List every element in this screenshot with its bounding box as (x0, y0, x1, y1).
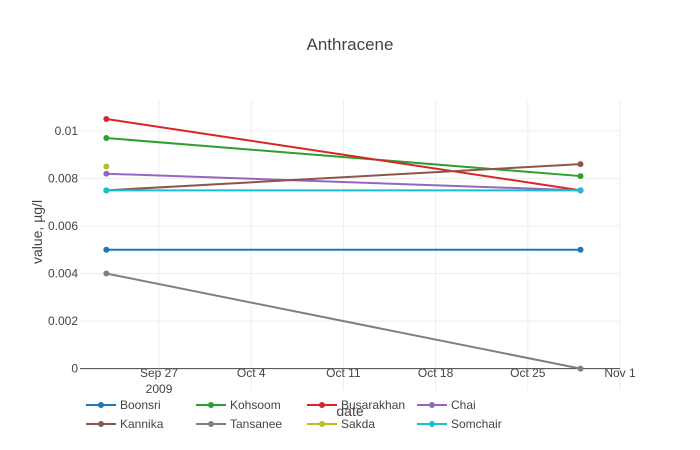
series-tansanee (103, 270, 584, 372)
series-sakda (103, 163, 110, 170)
y-axis-title: value, µg/l (29, 200, 45, 264)
series-boonsri (103, 246, 584, 253)
series-lines (103, 116, 584, 372)
y-tick-label: 0.01 (55, 124, 79, 138)
data-point (103, 116, 110, 123)
y-tick-label: 0.004 (48, 267, 78, 281)
legend-item-boonsri[interactable]: Boonsri (86, 398, 161, 412)
x-axis-title: date (336, 403, 363, 419)
legend-label: Somchair (451, 417, 502, 431)
legend-item-kohsoom[interactable]: Kohsoom (196, 398, 281, 412)
y-tick-label: 0.002 (48, 314, 78, 328)
x-tick-label: Oct 18 (418, 366, 454, 380)
legend-swatch-marker (319, 421, 325, 427)
legend-item-tansanee[interactable]: Tansanee (196, 417, 282, 431)
x-tick-label: Sep 27 (140, 366, 178, 380)
legend-label: Chai (451, 398, 476, 412)
legend-swatch-marker (98, 421, 104, 427)
legend-label: Sakda (341, 417, 375, 431)
legend-item-busarakhan[interactable]: Busarakhan (307, 398, 405, 412)
series-kohsoom (103, 135, 584, 180)
legend-swatch-marker (98, 402, 104, 408)
grid-lines (80, 100, 621, 390)
series-line (106, 163, 581, 192)
data-point (577, 365, 584, 372)
axes: Sep 27 2009 Oct 4 Oct 11 Oct 18 Oct 25 Nov 1 0 0… (48, 124, 636, 396)
x-tick-label: Nov 1 (604, 366, 636, 380)
series-line (106, 172, 581, 192)
series-line (106, 118, 581, 192)
y-tick-label: 0 (71, 362, 78, 376)
data-point (103, 163, 110, 170)
series-line (106, 272, 581, 370)
legend-item-sakda[interactable]: Sakda (307, 417, 375, 431)
legend-label: Kohsoom (230, 398, 281, 412)
data-point (577, 161, 584, 168)
legend-item-kannika[interactable]: Kannika (86, 417, 164, 431)
data-point (577, 246, 584, 253)
data-point (103, 246, 110, 253)
y-tick-label: 0.008 (48, 171, 78, 185)
data-point (577, 173, 584, 180)
legend-item-somchair[interactable]: Somchair (417, 417, 502, 431)
legend-swatch-marker (319, 402, 325, 408)
chart-title: Anthracene (307, 35, 394, 54)
legend-label: Tansanee (230, 417, 282, 431)
legend-swatch-marker (429, 421, 435, 427)
series-line (106, 137, 581, 178)
data-point (103, 170, 110, 177)
data-point (103, 187, 110, 194)
x-tick-label: Oct 25 (510, 366, 546, 380)
y-tick-label: 0.006 (48, 219, 78, 233)
legend-swatch-marker (429, 402, 435, 408)
legend[interactable]: Boonsri Kohsoom Busarakhan Chai Kannika Tansa… (86, 398, 502, 431)
legend-swatch-marker (208, 402, 214, 408)
data-point (103, 270, 110, 277)
data-point (103, 135, 110, 142)
legend-label: Busarakhan (341, 398, 405, 412)
legend-item-chai[interactable]: Chai (417, 398, 476, 412)
legend-swatch-marker (208, 421, 214, 427)
data-point (577, 187, 584, 194)
series-somchair (103, 187, 584, 194)
legend-label: Kannika (120, 417, 164, 431)
x-tick-label: Oct 11 (326, 366, 361, 380)
x-tick-sublabel: 2009 (146, 382, 173, 396)
legend-label: Boonsri (120, 398, 161, 412)
x-tick-label: Oct 4 (237, 366, 266, 380)
